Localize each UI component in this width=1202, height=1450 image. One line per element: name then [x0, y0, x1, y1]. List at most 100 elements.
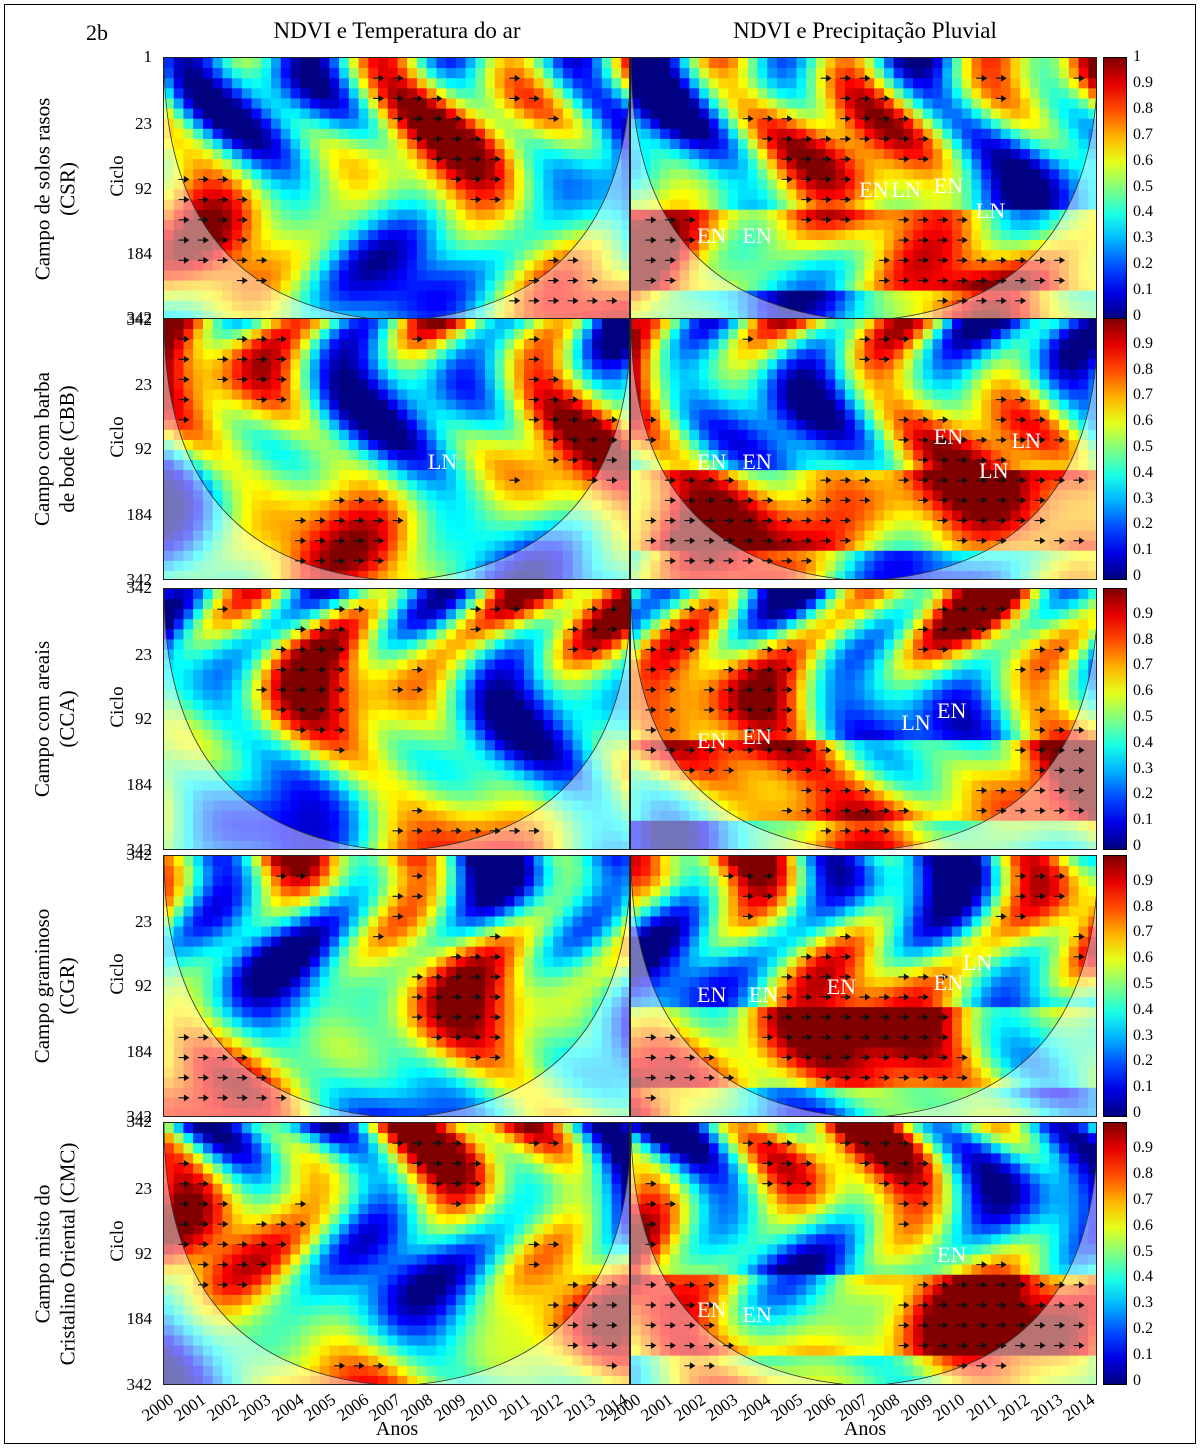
coherence-cell: [504, 310, 515, 319]
coherence-cell: [222, 159, 233, 170]
coherence-cell: [961, 138, 973, 150]
coherence-cell: [776, 159, 788, 170]
coherence-cell: [183, 68, 194, 79]
coherence-cell: [232, 98, 243, 110]
coherence-cell: [990, 310, 1002, 319]
coherence-cell: [572, 510, 583, 522]
coherence-cell: [806, 520, 817, 532]
coherence-cell: [397, 570, 408, 579]
coherence-cell: [533, 270, 545, 282]
coherence-cell: [864, 169, 875, 180]
coherence-cell: [990, 179, 1002, 191]
coherence-cell: [806, 550, 817, 562]
coherence-cell: [883, 280, 895, 292]
coherence-cell: [494, 310, 506, 319]
coherence-cell: [407, 510, 418, 522]
coherence-cell: [397, 290, 408, 302]
coherence-cell: [660, 108, 671, 120]
coherence-cell: [864, 319, 875, 330]
coherence-cell: [475, 199, 486, 211]
coherence-cell: [718, 570, 729, 579]
coherence-cell: [660, 179, 671, 191]
coherence-cell: [786, 88, 797, 100]
coherence-cell: [845, 359, 856, 370]
coherence-cell: [961, 270, 973, 282]
coherence-cell: [981, 310, 992, 319]
coherence-cell: [426, 319, 438, 330]
coherence-cell: [348, 329, 360, 340]
coherence-cell: [592, 260, 603, 272]
phase-arrow: [548, 396, 560, 404]
coherence-cell: [523, 290, 535, 302]
coherence-cell: [611, 470, 622, 481]
coherence-cell: [504, 470, 515, 481]
coherence-cell: [562, 419, 574, 431]
coherence-cell: [601, 128, 613, 140]
coherence-cell: [806, 500, 817, 512]
coherence-cell: [786, 300, 797, 312]
coherence-cell: [397, 78, 408, 89]
coherence-cell: [738, 88, 749, 100]
coherence-cell: [1029, 270, 1041, 282]
coherence-cell: [319, 339, 330, 350]
coherence-cell: [300, 409, 311, 421]
coherence-cell: [611, 189, 622, 201]
coherence-cell: [212, 510, 223, 522]
coherence-cell: [426, 310, 438, 319]
coherence-cell: [378, 560, 389, 572]
coherence-cell: [815, 439, 827, 451]
coherence-cell: [699, 369, 710, 381]
coherence-cell: [280, 199, 292, 211]
coherence-cell: [854, 300, 866, 312]
coherence-cell: [582, 159, 593, 170]
coherence-cell: [825, 189, 836, 201]
coherence-cell: [1010, 58, 1021, 69]
coherence-cell: [893, 138, 905, 150]
coherence-cell: [309, 88, 321, 100]
coherence-cell: [815, 68, 827, 79]
coherence-cell: [465, 270, 476, 282]
coherence-cell: [757, 460, 768, 471]
coherence-cell: [845, 570, 856, 579]
coherence-cell: [290, 439, 301, 451]
coherence-cell: [523, 460, 535, 471]
coherence-cell: [173, 169, 185, 180]
coherence-cell: [757, 359, 768, 370]
coherence-cell: [251, 540, 262, 552]
coherence-cell: [494, 409, 506, 421]
coherence-cell: [845, 560, 856, 572]
coherence-cell: [1039, 219, 1050, 231]
coherence-cell: [232, 540, 243, 552]
coherence-cell: [543, 530, 554, 542]
coherence-cell: [387, 169, 399, 180]
coherence-cell: [796, 300, 807, 312]
coherence-cell: [1049, 260, 1060, 272]
coherence-cell: [183, 108, 194, 120]
coherence-cell: [1029, 98, 1041, 110]
coherence-cell: [815, 310, 827, 319]
coherence-cell: [504, 349, 515, 360]
coherence-cell: [416, 339, 428, 350]
coherence-cell: [455, 389, 467, 401]
coherence-cell: [893, 419, 905, 431]
coherence-cell: [708, 78, 720, 89]
coherence-cell: [407, 250, 418, 261]
colorbar: [1103, 57, 1127, 320]
coherence-cell: [650, 118, 661, 130]
coherence-cell: [845, 250, 856, 261]
coherence-cell: [514, 88, 525, 100]
coherence-cell: [193, 169, 204, 180]
coherence-cell: [455, 460, 467, 471]
coherence-cell: [212, 240, 223, 251]
coherence-cell: [786, 280, 797, 292]
coherence-cell: [358, 98, 369, 110]
coherence-cell: [601, 98, 613, 110]
coherence-cell: [407, 260, 418, 272]
coherence-cell: [883, 470, 895, 481]
coherence-cell: [232, 530, 243, 542]
coherence-cell: [475, 280, 486, 292]
coherence-cell: [1049, 78, 1060, 89]
coherence-cell: [164, 510, 175, 522]
coherence-cell: [309, 369, 321, 381]
coherence-cell: [1000, 250, 1012, 261]
